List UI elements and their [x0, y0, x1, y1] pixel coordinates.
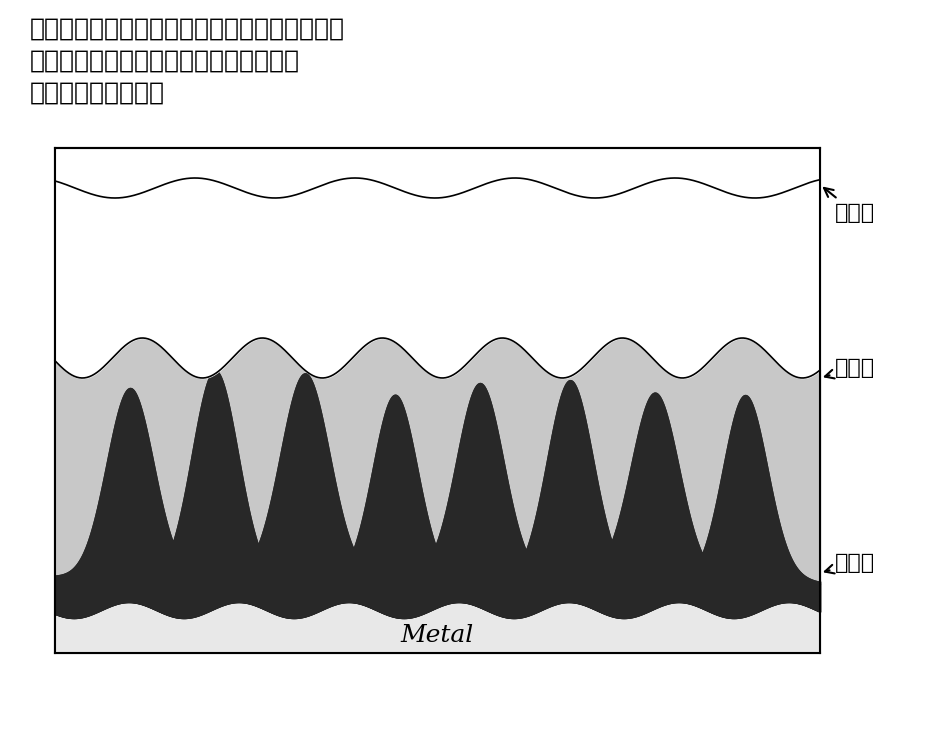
Text: （ハ）: （ハ） — [824, 188, 875, 224]
Text: （ロ）: （ロ） — [825, 357, 875, 379]
Text: Metal: Metal — [401, 624, 474, 646]
Text: （イ）: （イ） — [825, 552, 875, 574]
Text: （ハ）湯溶石けん（ステアリン酸ナトリウム）: （ハ）湯溶石けん（ステアリン酸ナトリウム） — [30, 18, 345, 41]
Text: （イ）リン酸塩被膜: （イ）リン酸塩被膜 — [30, 82, 165, 105]
Polygon shape — [55, 602, 820, 653]
Bar — [55, 148, 820, 653]
Text: （ロ）金属石けん（ステアリン酸亜鉛）: （ロ）金属石けん（ステアリン酸亜鉛） — [30, 50, 300, 73]
